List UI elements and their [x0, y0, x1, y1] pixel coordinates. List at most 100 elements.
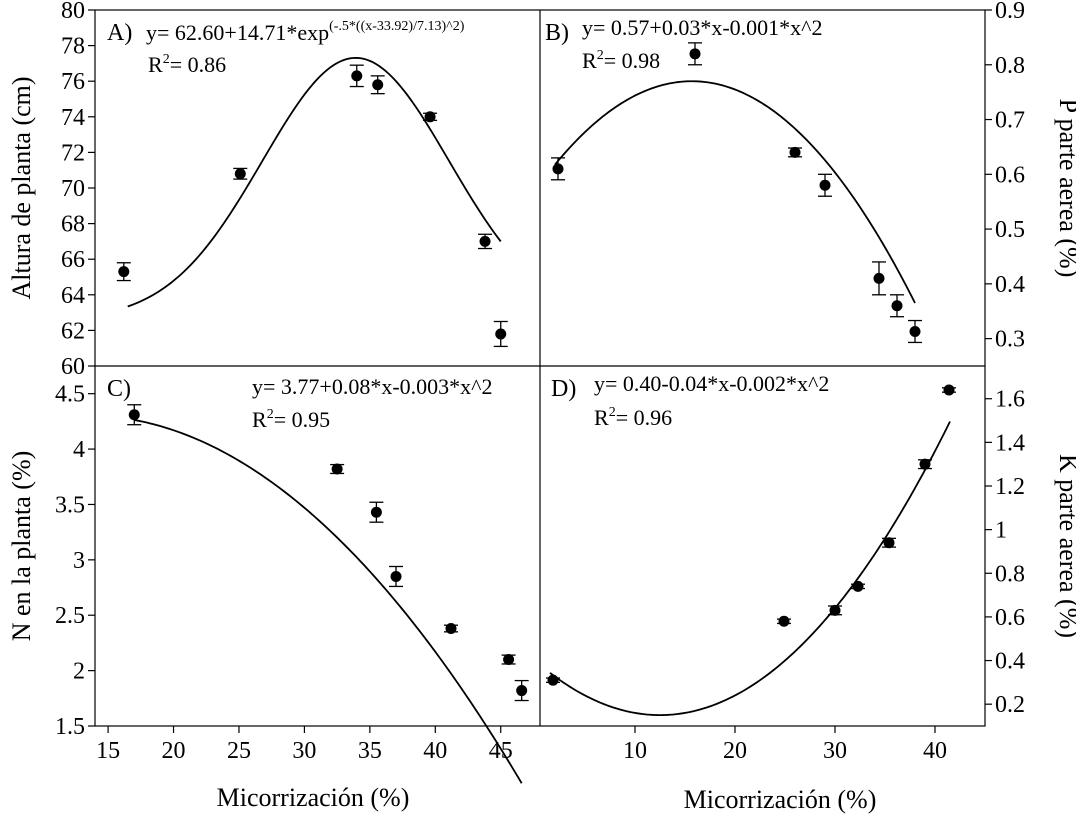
panel-d-ytick-label: 1.2 [995, 474, 1025, 500]
panel-a-equation-main: y= 62.60+14.71*exp [146, 20, 329, 45]
panel-b-marker [789, 146, 801, 158]
panel-b-marker [873, 272, 885, 284]
panel-b-r2-label: R [582, 48, 597, 73]
panel-d-ytick-label: 1.6 [995, 387, 1025, 413]
panel-a-r2-value: = 0.86 [170, 52, 226, 77]
panel-d-r2-label: R [594, 405, 609, 430]
panel-d-marker [852, 580, 864, 592]
panel-d-annotations: D) y= 0.40-0.04*x-0.002*x^2 R2= 0.96 [551, 371, 829, 430]
panel-b-ytick-label: 0.7 [995, 108, 1025, 134]
panel-b-marker [689, 48, 701, 60]
panel-c-fit-curve [134, 419, 523, 784]
panel-b-data-point [818, 173, 832, 197]
panel-b-r2: R2= 0.98 [582, 48, 660, 73]
panel-d-data-point [918, 458, 932, 470]
panel-a-letter: A) [107, 20, 132, 46]
panel-c-ytick-label: 1.5 [55, 714, 85, 740]
panel-d-ytick-label: 0.6 [995, 605, 1025, 631]
panel-c-xlabel: Micorrización (%) [217, 783, 410, 812]
panel-d-r2: R2= 0.96 [594, 405, 672, 430]
panel-c-xtick-label: 20 [162, 738, 186, 764]
panel-a-data-point [423, 111, 438, 123]
panel-a-marker [234, 168, 246, 180]
panel-b-fit-curve [554, 80, 916, 304]
panel-d-xtick-label: 30 [823, 738, 847, 764]
panel-d-data-point [942, 384, 956, 396]
panel-d-xtick-label: 10 [623, 738, 647, 764]
panel-c-data-point [369, 501, 384, 523]
panel-a-marker [351, 70, 363, 82]
panel-c-r2: R2= 0.95 [252, 407, 330, 432]
panel-b-marker [819, 179, 831, 191]
panel-c-r2-label: R [252, 407, 267, 432]
panel-a-data-point [370, 75, 385, 95]
panel-d-marker [547, 674, 559, 686]
panel-d-xtick-label: 20 [723, 738, 747, 764]
panel-a-marker [479, 235, 491, 247]
panel-b-data-point [872, 261, 886, 296]
panel-c-data-point [444, 623, 458, 635]
panel-d-r2-sup: 2 [609, 405, 616, 420]
panel-d-marker [778, 615, 790, 627]
panel-d-data-point [882, 537, 896, 549]
panel-c-marker [445, 623, 457, 635]
panel-b-marker [909, 325, 921, 337]
panel-a-ytick-label: 78 [61, 34, 85, 60]
panel-c-xtick-label: 15 [96, 738, 120, 764]
panel-b-equation: y= 0.57+0.03*x-0.001*x^2 [582, 15, 822, 40]
panel-c-xtick-label: 35 [358, 738, 382, 764]
panel-a-ytick-label: 76 [61, 69, 85, 95]
panel-d-equation: y= 0.40-0.04*x-0.002*x^2 [594, 371, 829, 396]
panel-d-ytick-label: 1 [995, 518, 1007, 544]
panel-a-data-point [233, 167, 248, 180]
panel-d-xlabel: Micorrización (%) [684, 785, 877, 814]
panel-a-ytick-label: 72 [61, 140, 85, 166]
panel-b-ytick-label: 0.8 [995, 53, 1025, 79]
panel-d-marker [829, 604, 841, 616]
panel-c-data-point [514, 679, 529, 702]
panel-c-letter: C) [107, 376, 131, 402]
panel-a-ytick-label: 62 [61, 318, 85, 344]
panel-d-marker [919, 458, 931, 470]
panel-a-ytick-label: 80 [61, 0, 85, 24]
panel-d-ytick-label: 0.8 [995, 561, 1025, 587]
panel-d-ytick-label: 1.4 [995, 430, 1025, 456]
panel-a-ytick-label: 60 [61, 354, 85, 380]
panel-c-marker [128, 409, 140, 421]
panel-a-marker [424, 111, 436, 123]
fit-curve-layer [127, 56, 951, 784]
panel-b-data-point [890, 294, 904, 318]
panel-d-ytick-label: 0.2 [995, 692, 1025, 718]
panel-c-marker [390, 570, 402, 582]
panel-a-ytick-label: 70 [61, 176, 85, 202]
panel-a-data-point [478, 233, 493, 250]
panel-a-data-point [493, 320, 508, 348]
panel-c-xtick-label: 40 [423, 738, 447, 764]
panel-a-data-point [349, 64, 364, 88]
panel-d-fit-curve [549, 421, 951, 716]
panel-a-ytick-label: 64 [61, 283, 85, 309]
panel-d-marker [883, 537, 895, 549]
panel-b-marker [552, 163, 564, 175]
panel-b-ytick-label: 0.3 [995, 327, 1025, 353]
panel-a-ytick-label: 74 [61, 105, 85, 131]
panel-b-r2-sup: 2 [597, 48, 604, 63]
panel-c-ylabel: N en la planta (%) [7, 451, 36, 642]
panel-a-ylabel: Altura de planta (cm) [7, 76, 36, 299]
panel-b-r2-value: = 0.98 [604, 48, 660, 73]
panel-c-r2-value: = 0.95 [274, 407, 330, 432]
panel-c-ytick-label: 4.5 [55, 382, 85, 408]
panel-a-marker [372, 79, 384, 91]
panel-b-marker [891, 300, 903, 312]
panel-b-data-point [788, 146, 802, 158]
panel-c-data-point [127, 404, 142, 426]
panel-c-r2-sup: 2 [267, 407, 274, 422]
panel-a-ytick-label: 68 [61, 212, 85, 238]
panel-c-marker [331, 463, 343, 475]
panel-d-data-point [546, 674, 560, 686]
panel-b-letter: B) [545, 20, 569, 46]
panel-c-ytick-label: 3.5 [55, 492, 85, 518]
panel-a-marker [118, 266, 130, 278]
panel-d-data-point [777, 615, 791, 627]
